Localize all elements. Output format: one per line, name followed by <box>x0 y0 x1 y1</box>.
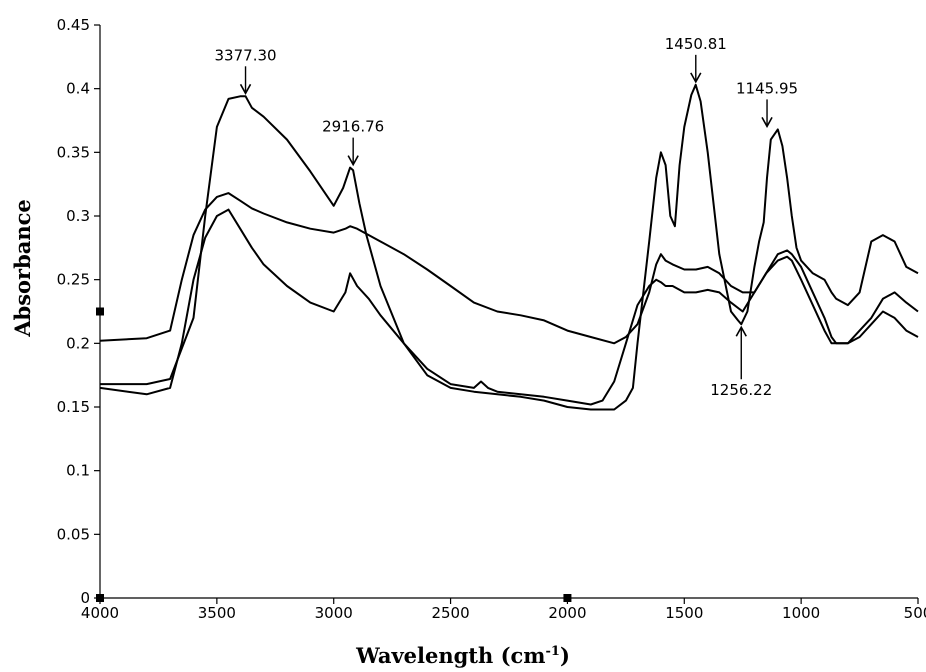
x-axis-title: Wavelength (cm-1) <box>355 643 570 668</box>
y-tick-label: 0.1 <box>66 462 90 480</box>
axis-markers <box>96 307 572 602</box>
x-tick-label: 1000 <box>782 604 820 622</box>
y-tick-label: 0.45 <box>57 16 90 34</box>
axis-marker-square <box>563 594 572 602</box>
annotation-label: 2916.76 <box>322 118 384 136</box>
y-tick-label: 0.2 <box>66 334 90 352</box>
axis-marker-square <box>96 307 104 316</box>
series-layer <box>99 83 919 411</box>
peak-annotation: 2916.76 <box>322 118 384 167</box>
annotation-arrow-head <box>347 155 359 167</box>
y-axis-title: Absorbance <box>10 199 35 338</box>
annotation-arrow-head <box>735 325 747 337</box>
peak-annotation: 1256.22 <box>710 325 772 399</box>
annotation-arrow-head <box>690 72 702 84</box>
y-tick-label: 0.3 <box>66 207 90 225</box>
peak-annotation: 1145.95 <box>736 79 798 129</box>
annotation-label: 1450.81 <box>665 35 727 53</box>
spectrum-line-1 <box>100 83 919 411</box>
axis-marker-square <box>96 594 104 602</box>
y-tick-label: 0.35 <box>57 143 90 161</box>
y-tick-label: 0.25 <box>57 271 90 289</box>
peak-annotations: 3377.30 2916.76 1450.81 1145.95 1256.22 <box>215 35 799 399</box>
x-axis-title-superscript: -1 <box>546 644 560 659</box>
x-tick-label: 4000 <box>81 604 119 622</box>
x-tick-label: 2500 <box>431 604 469 622</box>
x-axis-title-end: ) <box>560 643 570 668</box>
y-tick-label: 0.4 <box>66 80 90 98</box>
x-tick-label: 3000 <box>315 604 353 622</box>
y-tick-label: 0.05 <box>57 525 90 543</box>
x-tick-label: 1500 <box>665 604 703 622</box>
y-tick-label: 0 <box>80 589 90 607</box>
x-axis-title-main: Wavelength (cm <box>355 643 545 668</box>
x-tick-label: 2000 <box>548 604 586 622</box>
spectrum-line-2 <box>99 192 919 345</box>
annotation-label: 1256.22 <box>710 381 772 399</box>
x-tick-label: 500 <box>904 604 926 622</box>
peak-annotation: 1450.81 <box>665 35 727 84</box>
peak-annotation: 3377.30 <box>215 46 277 95</box>
annotation-label: 3377.30 <box>215 46 277 64</box>
annotation-arrow-head <box>761 117 773 129</box>
x-axis-ticks: 4000 3500 3000 2500 2000 1500 1000 500 <box>81 598 926 622</box>
y-tick-label: 0.15 <box>57 398 90 416</box>
annotation-label: 1145.95 <box>736 79 798 97</box>
spectrum-line-3 <box>99 208 919 406</box>
y-axis-ticks: 0 0.05 0.1 0.15 0.2 0.25 0.3 0.35 0.4 0.45 <box>57 16 100 607</box>
x-tick-label: 3500 <box>198 604 236 622</box>
annotation-arrow-head <box>239 83 252 95</box>
